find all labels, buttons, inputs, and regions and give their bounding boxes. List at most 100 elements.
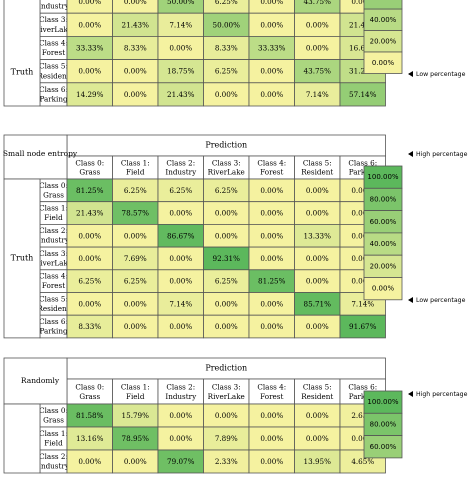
cell-value: 91.67% — [349, 322, 377, 331]
cell-value: 43.75% — [304, 0, 332, 6]
row-label-line1: Class 5: — [39, 294, 68, 303]
cell-value: 0.00% — [260, 231, 283, 240]
cell-value: 0.00% — [78, 231, 101, 240]
cell-value: 0.00% — [78, 20, 101, 29]
cell-value: 0.00% — [215, 299, 238, 308]
row-label-line2: Industry — [38, 2, 70, 11]
cell-value: 7.69% — [124, 254, 147, 263]
cell-value: 0.00% — [215, 90, 238, 99]
matrix-title: Small node entropy — [3, 149, 78, 158]
legend-swatch — [363, 51, 403, 74]
cell-value: 0.00% — [260, 20, 283, 29]
row-label-line1: Class 3: — [39, 249, 68, 258]
col-header-line1: Class 5: — [303, 382, 332, 391]
legend-tick: 80.00% — [370, 420, 397, 428]
cell-value: 15.79% — [122, 411, 150, 420]
cell-value: 0.00% — [306, 277, 329, 286]
color-legend-1: 100.00% 80.00% 60.00% 40.00% 20.00% 0.00% High… — [363, 151, 468, 304]
cell-value: 81.25% — [76, 186, 104, 195]
cell-value: 0.00% — [215, 209, 238, 218]
col-header-line2: Forest — [260, 168, 283, 177]
cell-value: 8.33% — [215, 44, 238, 53]
color-legend-2: 100.00% 80.00% 60.00% High percentage — [363, 390, 468, 459]
low-arrow-icon — [408, 297, 413, 303]
legend-high-label: High percentage — [416, 151, 468, 158]
cell-value: 0.00% — [124, 67, 147, 76]
cell-value: 6.25% — [215, 0, 238, 6]
cell-value: 33.33% — [76, 44, 104, 53]
row-label-line2: Resident — [37, 71, 69, 80]
cell-value: 33.33% — [258, 44, 286, 53]
col-header-line1: Class 1: — [121, 159, 150, 168]
truth-box — [3, 178, 41, 339]
col-header-line2: Resident — [301, 168, 333, 177]
cell-value: 8.33% — [78, 322, 101, 331]
cell-value: 7.14% — [351, 299, 374, 308]
confusion-matrix-1: Prediction Class 0:Grass Class 1:Field Clas… — [3, 134, 386, 339]
heatmap-cell — [339, 82, 386, 107]
row-label-line2: Parking — [39, 327, 68, 336]
truth-box — [3, 0, 41, 107]
legend-swatch — [363, 277, 403, 301]
cell-value: 7.14% — [169, 20, 192, 29]
cell-value: 0.00% — [124, 0, 147, 6]
cell-value: 0.00% — [351, 231, 374, 240]
cell-value: 79.07% — [167, 457, 195, 466]
cell-value: 13.16% — [76, 434, 104, 443]
cell-value: 86.67% — [167, 231, 195, 240]
cell-value: 85.71% — [304, 299, 332, 308]
col-header-line2: RiverLake — [208, 168, 245, 177]
cell-value: 0.00% — [124, 299, 147, 308]
cell-value: 0.00% — [169, 277, 192, 286]
legend-tick: 20.00% — [370, 37, 397, 45]
cell-value: 0.00% — [260, 299, 283, 308]
row-label-line1: Class 0: — [39, 181, 68, 190]
row-label-line2: Industry — [38, 236, 70, 245]
prediction-header: Prediction — [205, 141, 247, 150]
truth-box — [3, 403, 41, 474]
truth-label-2: Truth — [11, 253, 34, 262]
cell-value: 7.14% — [169, 299, 192, 308]
high-arrow-icon — [408, 151, 413, 157]
heatmap-cell — [339, 314, 386, 339]
col-header-line1: Class 3: — [212, 382, 241, 391]
cell-value: 31.25% — [349, 67, 377, 76]
cell-value: 78.57% — [122, 209, 150, 218]
col-header-line2: Forest — [260, 392, 283, 401]
cell-value: 0.00% — [215, 322, 238, 331]
legend-tick: 40.00% — [370, 16, 397, 24]
cell-value: 21.43% — [349, 20, 377, 29]
col-header-line1: Class 2: — [166, 382, 195, 391]
row-label-line1: Class 2: — [39, 0, 68, 1]
row-label-line1: Class 3: — [39, 15, 68, 24]
col-header-line1: Class 0: — [75, 382, 104, 391]
cell-value: 18.75% — [167, 67, 195, 76]
cell-value: 78.95% — [122, 434, 150, 443]
legend-swatch-partial — [363, 0, 403, 10]
cell-value: 0.00% — [215, 411, 238, 420]
legend-tick: 60.00% — [370, 218, 397, 226]
cell-value: 7.14% — [306, 90, 329, 99]
cell-value: 7.89% — [215, 434, 238, 443]
corner-box — [3, 134, 68, 180]
cell-value: 21.43% — [167, 90, 195, 99]
legend-tick: 40.00% — [370, 240, 397, 248]
row-label-line2: Grass — [43, 190, 64, 199]
cell-value: 0.00% — [78, 254, 101, 263]
col-header-line2: Resident — [301, 392, 333, 401]
col-header-line2: Field — [126, 168, 145, 177]
col-header-line1: Class 4: — [257, 382, 286, 391]
cell-value: 0.00% — [124, 90, 147, 99]
row-label-line2: Forest — [42, 281, 65, 290]
cell-value: 16.67% — [349, 44, 377, 53]
prediction-header: Prediction — [205, 364, 247, 373]
row-label-line2: Industry — [38, 462, 70, 471]
cell-value: 0.00% — [124, 322, 147, 331]
legend-swatch — [363, 435, 403, 459]
cell-value: 0.00% — [351, 277, 374, 286]
cell-value: 0.00% — [260, 0, 283, 6]
cell-value: 0.00% — [215, 231, 238, 240]
cell-value: 6.25% — [215, 67, 238, 76]
legend-tick: 20.00% — [370, 262, 397, 270]
